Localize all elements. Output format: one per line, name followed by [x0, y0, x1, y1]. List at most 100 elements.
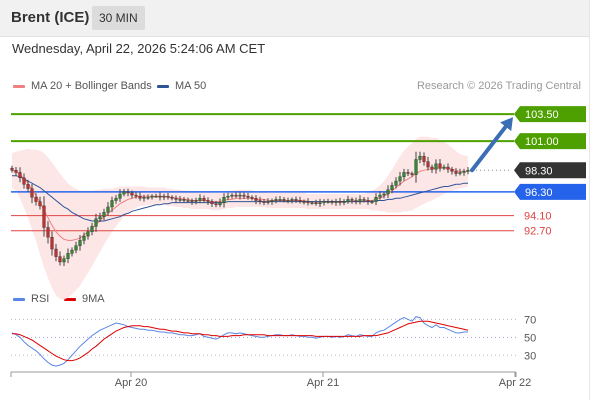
candle [270, 198, 274, 205]
candle-body [106, 206, 110, 213]
candle-body [330, 201, 334, 203]
candle [202, 195, 206, 203]
candle-body [46, 227, 50, 238]
rsi-tick-label: 70 [524, 314, 536, 326]
legend-rsi-ma-label: 9MA [82, 293, 105, 305]
time-tick-label: Apr 22 [499, 377, 531, 389]
candle [30, 183, 34, 204]
legend-rsi-label: RSI [31, 293, 50, 305]
candle-body [366, 200, 370, 202]
candle-body [422, 156, 426, 162]
level-tag-bg [514, 133, 586, 150]
candle [266, 198, 270, 205]
timeframe-badge[interactable]: 30 MIN [92, 6, 145, 30]
candle-body [122, 191, 126, 195]
candle [298, 196, 302, 204]
candle [466, 166, 470, 175]
candle [234, 192, 238, 199]
candle-body [310, 202, 314, 204]
candle-body [466, 170, 470, 172]
ma50-line [12, 175, 468, 222]
candle-body [266, 201, 270, 203]
candle-body [306, 201, 310, 203]
candle-body [434, 163, 438, 170]
candle-body [162, 195, 166, 198]
candle-body [186, 200, 190, 202]
research-credit: Research © 2026 Trading Central [416, 80, 581, 92]
candle-body [18, 172, 22, 179]
level-tags-layer: 103.50 101.00 98.30 96.30 94.10 92.70 [514, 106, 586, 238]
candle-body [298, 200, 302, 202]
candle [42, 196, 46, 237]
candle [350, 197, 354, 204]
candle [246, 192, 250, 200]
legend-ma50: MA 50 [157, 80, 206, 92]
ma50-swatch [157, 84, 169, 88]
candle [326, 198, 330, 204]
candle [258, 196, 262, 205]
candle [386, 185, 390, 199]
rsi-line [11, 316, 468, 367]
candle [454, 168, 458, 177]
candle-body [34, 197, 38, 202]
candle [54, 243, 58, 262]
candle-body [442, 166, 446, 169]
candle [346, 195, 350, 204]
candle-body [382, 193, 386, 196]
candle-body [202, 198, 206, 201]
candles-layer [10, 151, 470, 267]
candle [370, 199, 374, 205]
candle-body [342, 201, 346, 203]
candle-body [338, 201, 342, 203]
candle-body [430, 166, 434, 170]
candle-body [14, 170, 18, 173]
candle [390, 182, 394, 194]
candle-body [102, 212, 106, 217]
candle [162, 193, 166, 201]
candle-body [270, 200, 274, 202]
candle [330, 199, 334, 205]
forecast-arrow-shaft [470, 124, 508, 173]
candle [182, 196, 186, 203]
level-tag-bg [514, 106, 586, 123]
candle [78, 235, 82, 251]
candle [406, 169, 410, 176]
candle [374, 193, 378, 206]
candle [214, 200, 218, 208]
candle-body [86, 231, 90, 237]
candle [322, 199, 326, 206]
candle [250, 195, 254, 201]
candle [274, 196, 278, 204]
candle-body [390, 185, 394, 190]
candle-body [130, 192, 134, 196]
candle-body [322, 201, 326, 203]
candle-body [118, 193, 122, 199]
resistance-tag-101.00: 101.00 [514, 133, 586, 150]
legend-ma20: MA 20 + Bollinger Bands [13, 80, 152, 92]
candle-body [406, 172, 410, 174]
candle-body [206, 200, 210, 202]
candle-body [354, 200, 358, 202]
chart-header: Brent (ICE) 30 MIN [0, 0, 590, 37]
candle [194, 197, 198, 205]
candle [90, 222, 94, 236]
candle [106, 202, 110, 216]
candle [154, 193, 158, 198]
candle-body [258, 200, 262, 202]
candle [22, 173, 26, 189]
candle-body [346, 199, 350, 202]
candle-body [374, 197, 378, 202]
candle-body [22, 177, 26, 185]
candle [130, 190, 134, 199]
candle [58, 251, 62, 266]
legend-ma20-label: MA 20 + Bollinger Bands [31, 80, 152, 92]
candle [410, 171, 414, 177]
candle [342, 199, 346, 206]
candle-body [154, 195, 158, 198]
candle-body [378, 194, 382, 198]
candle-body [66, 253, 70, 259]
levels-layer [11, 113, 514, 232]
candle-body [90, 226, 94, 232]
candle [14, 167, 18, 177]
candle-body [214, 203, 218, 205]
